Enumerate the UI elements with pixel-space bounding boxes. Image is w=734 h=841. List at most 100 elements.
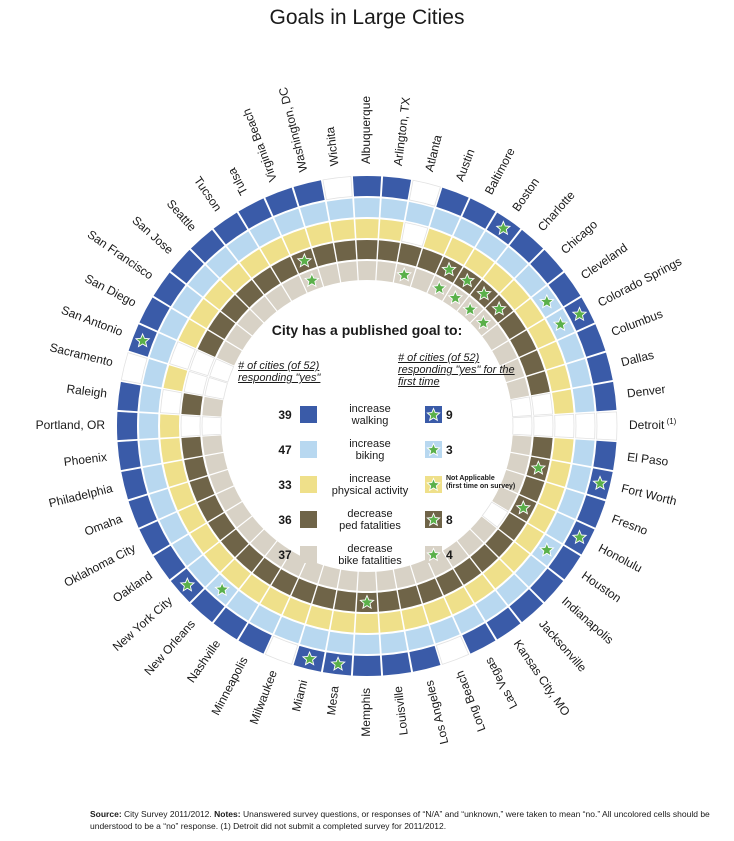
cell-washington-dc-ring-2 (300, 201, 329, 227)
legend-label: decrease bike fatalities (338, 543, 402, 567)
cell-kansas-city-mo-ring-2 (475, 591, 507, 621)
cell-detroit-ring-4 (533, 415, 554, 437)
city-label: Cleveland (578, 240, 630, 282)
cell-los-angeles-ring-4 (397, 585, 422, 609)
legend-label: increase biking (349, 438, 391, 462)
cell-jacksonville-ring-3 (483, 559, 513, 589)
cell-nashville-ring-4 (252, 557, 281, 585)
cell-san-diego-ring-1 (139, 297, 170, 331)
city-label: Oakland (110, 568, 155, 605)
cell-charlotte-ring-2 (496, 247, 528, 278)
legend-first-time-count: 8 (446, 513, 453, 527)
cell-oakland-ring-3 (190, 523, 219, 554)
first-time-star (476, 285, 492, 301)
city-label: Sacramento (48, 340, 114, 369)
cell-denver-ring-1 (593, 381, 617, 412)
cell-phoenix-ring-5 (202, 435, 224, 456)
cell-seattle-ring-2 (206, 247, 238, 278)
legend-first-time-count: 4 (446, 548, 453, 562)
legend-swatch-walking (300, 406, 317, 423)
first-time-star (475, 314, 492, 330)
cell-dallas-ring-2 (566, 359, 592, 388)
first-time-star (330, 656, 346, 671)
cell-atlanta-ring-1 (408, 179, 441, 207)
legend-title: City has a published goal to: (271, 322, 463, 338)
chart-title: Goals in Large Cities (269, 6, 465, 29)
cell-portland-or-ring-1 (117, 411, 138, 441)
city-label: Denver (626, 382, 666, 401)
legend-row-walking: 39 increase walking 9 (0, 400, 734, 430)
cell-detroit-ring-1 (596, 411, 618, 441)
cell-fort-worth-ring-2 (566, 464, 592, 493)
cell-austin-ring-3 (423, 228, 452, 255)
cell-san-jose-ring-5 (237, 309, 264, 336)
cell-denver-ring-3 (552, 389, 574, 414)
legend-header-yes: # of cities (of 52) responding "yes" (238, 360, 321, 384)
cell-indianapolis-ring-5 (470, 516, 497, 543)
city-label: Phoenix (63, 450, 108, 469)
first-time-star (515, 499, 532, 515)
legend-swatch-ped-fatalities (300, 511, 317, 528)
first-time-star (491, 300, 507, 316)
cell-fresno-ring-1 (577, 495, 606, 528)
cell-houston-ring-4 (498, 512, 526, 541)
cell-indianapolis-ring-4 (485, 529, 513, 557)
first-time-star (539, 293, 555, 309)
city-label: Columbus (609, 307, 664, 339)
cell-virginia-beach-ring-1 (265, 187, 298, 216)
cell-cleveland-ring-4 (498, 311, 526, 340)
cell-indianapolis-ring-3 (500, 542, 530, 572)
cell-raleigh-ring-5 (202, 396, 224, 417)
cell-san-antonio-ring-2 (149, 333, 177, 364)
cell-las-vegas-ring-4 (436, 569, 463, 596)
cell-washington-dc-ring-1 (293, 180, 325, 207)
cell-virginia-beach-ring-2 (274, 208, 305, 236)
city-label: Houston (579, 568, 624, 605)
cell-austin-ring-2 (429, 208, 460, 236)
legend-first-time-count: 3 (446, 443, 453, 457)
cell-wichita-ring-5 (337, 261, 358, 283)
city-label: Nashville (184, 637, 223, 685)
city-label: Milwaukee (247, 668, 280, 726)
cell-tucson-ring-3 (239, 249, 270, 278)
cell-mesa-ring-4 (334, 590, 357, 612)
cell-houston-ring-5 (481, 501, 509, 528)
city-label: Arlington, TX (391, 96, 413, 166)
cell-oakland-ring-1 (153, 545, 186, 580)
cell-arlington-tx-ring-3 (379, 219, 404, 241)
city-label: San Diego (83, 271, 139, 310)
cell-phoenix-ring-2 (139, 439, 162, 467)
cell-colorado-springs-ring-3 (528, 319, 556, 349)
cell-arlington-tx-ring-5 (376, 261, 397, 283)
cell-honolulu-ring-2 (546, 512, 575, 544)
cell-albuquerque-ring-1 (352, 176, 382, 197)
legend-count: 33 (278, 478, 292, 492)
cell-chicago-ring-1 (530, 249, 564, 284)
cell-albuquerque-ring-2 (354, 198, 380, 218)
first-time-star (396, 266, 412, 282)
cell-albuquerque-ring-5 (357, 261, 377, 281)
cell-memphis-ring-2 (354, 634, 380, 654)
cell-philadelphia-ring-2 (142, 464, 168, 493)
city-label: Baltimore (482, 145, 518, 197)
first-time-star (571, 529, 588, 545)
cell-baltimore-ring-3 (444, 237, 474, 265)
legend-count: 37 (278, 548, 292, 562)
city-label: Chicago (558, 217, 600, 257)
legend-swatch-biking (300, 441, 317, 458)
cell-new-orleans-ring-1 (190, 589, 225, 623)
cell-miami-ring-3 (306, 605, 333, 630)
cell-long-beach-ring-2 (429, 616, 460, 644)
city-label: Virginia Beach (239, 107, 279, 184)
cell-phoenix-ring-4 (181, 436, 203, 459)
cell-memphis-ring-5 (357, 571, 377, 591)
cell-austin-ring-1 (436, 187, 469, 216)
cell-sacramento-ring-1 (120, 352, 148, 385)
cell-columbus-ring-4 (519, 350, 545, 376)
cell-portland-or-ring-2 (139, 413, 159, 439)
cell-oklahoma-city-ring-3 (178, 503, 206, 533)
cell-philadelphia-ring-4 (184, 456, 208, 481)
first-time-star (359, 594, 375, 610)
cell-long-beach-ring-4 (417, 578, 443, 604)
